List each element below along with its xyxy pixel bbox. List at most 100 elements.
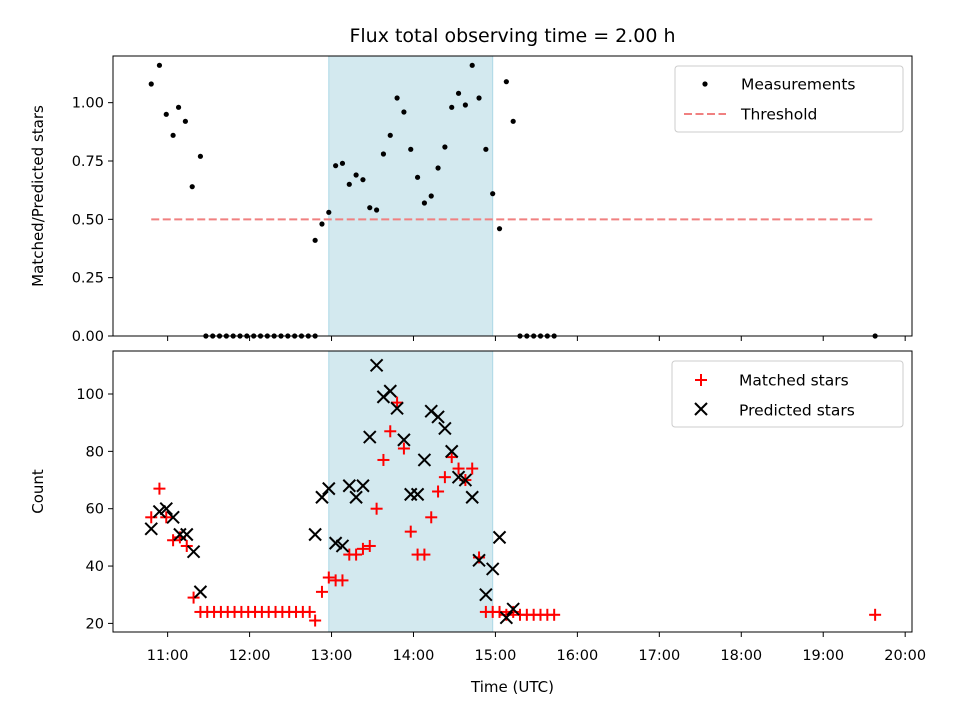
bottom-y-tick-label: 20 (86, 616, 104, 632)
matched-star-point (452, 462, 465, 475)
predicted-star-point (417, 453, 432, 467)
x-tick-label: 12:00 (229, 648, 271, 664)
predicted-star-stroke (390, 401, 404, 416)
x-tick-label: 18:00 (720, 648, 762, 664)
x-axis-label: Time (UTC) (470, 678, 554, 696)
predicted-star-point (363, 430, 377, 444)
predicted-star-point (356, 479, 370, 493)
predicted-star-stroke (397, 433, 411, 447)
matched-star-point (167, 534, 180, 547)
predicted-star-point (152, 504, 167, 519)
predicted-star-point (166, 510, 180, 525)
measurement-point (346, 181, 352, 187)
matched-star-point (336, 574, 349, 587)
top-legend: Measurements Threshold (674, 65, 904, 133)
predicted-star-stroke (349, 490, 363, 504)
predicted-star-point (506, 602, 520, 616)
predicted-star-stroke (342, 479, 356, 493)
x-tick-label: 19:00 (802, 648, 844, 664)
predicted-star-point (369, 358, 384, 373)
measurement-point (387, 132, 393, 138)
matched-star-point (391, 396, 404, 409)
measurement-point (374, 207, 380, 213)
bottom-y-ticks: 20 40 60 80 100 (76, 387, 113, 632)
measurement-point (469, 62, 475, 68)
predicted-star-point (410, 487, 425, 502)
top-y-tick-label: 0.75 (72, 154, 104, 170)
matched-star-point (309, 614, 322, 627)
bottom-y-tick-label: 60 (86, 502, 104, 518)
measurement-point (189, 184, 195, 190)
predicted-star-stroke (315, 490, 329, 504)
bottom-panel: 20 40 60 80 100 11:00 12:00 13:00 14:00 15:00 16:… (29, 350, 926, 696)
x-tick-label: 17:00 (638, 648, 680, 664)
legend-measurements-label: Measurements (741, 76, 856, 94)
top-y-tick-label: 1.00 (72, 96, 104, 112)
matched-star-point (466, 462, 479, 475)
matched-star-point (187, 591, 200, 604)
predicted-star-point (342, 479, 356, 493)
measurement-point (175, 104, 182, 110)
measurement-point (394, 95, 400, 101)
legend-measurements-marker (702, 81, 708, 87)
predicted-star-point (186, 545, 201, 559)
predicted-star-stroke (506, 602, 520, 616)
chart-title: Flux total observing time = 2.00 h (349, 25, 675, 47)
predicted-star-point (315, 490, 329, 504)
measurement-point (333, 163, 339, 169)
predicted-star-point (438, 421, 452, 436)
predicted-star-point (458, 473, 473, 487)
matched-star-point (315, 585, 328, 598)
predicted-star-stroke (322, 481, 336, 496)
predicted-star-stroke (335, 539, 350, 553)
predicted-star-stroke (328, 536, 343, 550)
measurement-point (435, 165, 441, 171)
measurement-point (312, 237, 318, 243)
predicted-star-point (144, 522, 158, 536)
predicted-star-point (451, 470, 466, 484)
predicted-star-stroke (356, 479, 370, 493)
matched-star-point (322, 571, 335, 584)
measurement-point (483, 146, 489, 152)
predicted-star-point (322, 481, 336, 496)
measurement-point (319, 221, 325, 227)
measurement-point (496, 226, 503, 232)
predicted-star-point (308, 527, 322, 542)
predicted-star-point (472, 553, 486, 568)
measurement-point (360, 177, 366, 183)
predicted-star-stroke (363, 430, 377, 444)
measurement-point (414, 174, 421, 180)
matched-star-point (493, 605, 506, 618)
predicted-stars-points (144, 358, 520, 625)
x-tick-label: 15:00 (475, 648, 517, 664)
measurement-point (428, 193, 434, 199)
measurement-point (326, 209, 332, 215)
predicted-star-point (465, 490, 479, 504)
predicted-star-stroke (499, 610, 514, 625)
matched-star-point (404, 525, 417, 538)
predicted-star-stroke (193, 585, 208, 599)
matched-star-point (548, 608, 561, 621)
matched-star-point (356, 542, 369, 555)
top-y-tick-label: 0.25 (72, 271, 104, 287)
measurement-point (163, 111, 169, 117)
matched-star-point (180, 539, 193, 552)
matched-star-point (432, 485, 445, 498)
measurement-point (449, 104, 455, 110)
predicted-star-stroke (417, 453, 432, 467)
matched-star-point (377, 453, 390, 466)
matched-stars-points (145, 396, 882, 627)
measurement-point (510, 118, 516, 124)
predicted-star-point (485, 562, 500, 576)
predicted-star-stroke (159, 501, 173, 516)
predicted-star-stroke (492, 530, 507, 545)
matched-star-point (397, 442, 410, 455)
predicted-star-stroke (369, 358, 384, 373)
matched-star-point (160, 511, 173, 524)
predicted-star-stroke (424, 404, 438, 418)
matched-star-point (153, 482, 166, 495)
predicted-star-stroke (458, 473, 473, 487)
predicted-star-stroke (166, 510, 180, 525)
legend-threshold-label: Threshold (740, 106, 817, 124)
predicted-star-stroke (431, 410, 445, 424)
